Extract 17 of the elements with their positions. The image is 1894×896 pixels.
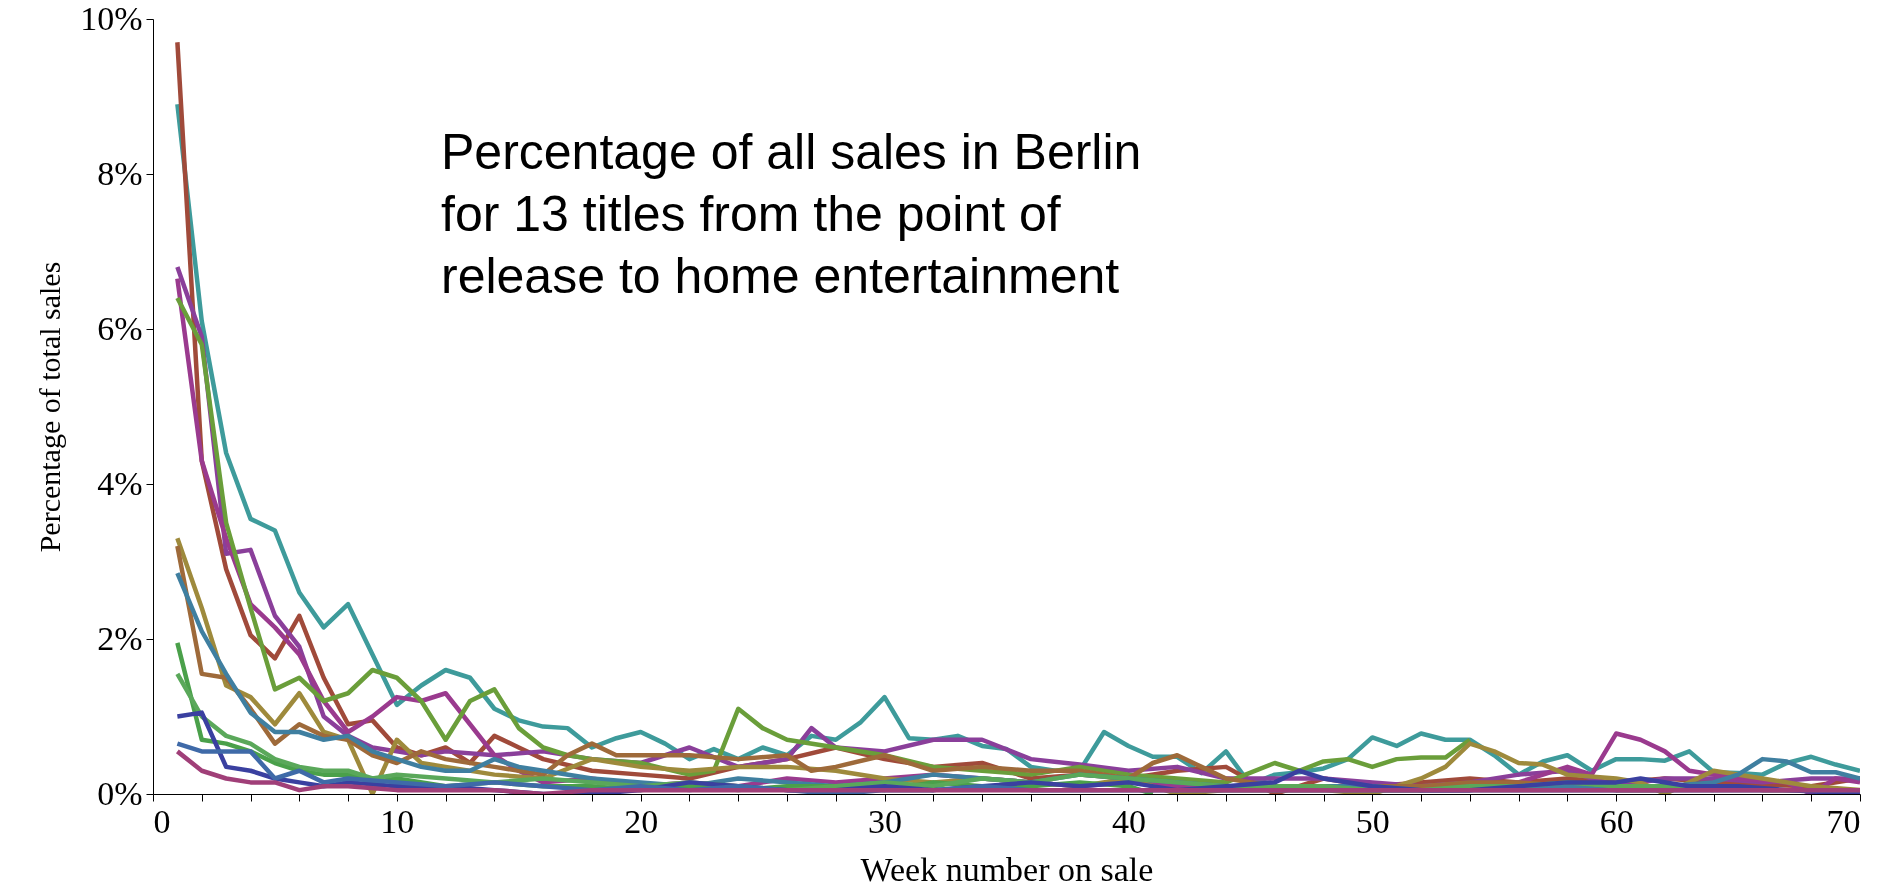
y-axis-title: Percentage of total sales bbox=[33, 261, 67, 553]
x-tick-label: 70 bbox=[1826, 802, 1861, 840]
x-tick-label: 0 bbox=[153, 802, 171, 840]
y-tick-label: 2% bbox=[97, 619, 143, 657]
x-tick-label: 20 bbox=[624, 802, 659, 840]
annotation: Percentage of all sales in Berlin for 13 titles from the point of release to home entertainment bbox=[441, 124, 1142, 304]
y-tick-label: 4% bbox=[97, 464, 143, 502]
x-axis-title: Week number on sale bbox=[860, 850, 1154, 888]
y-tick-label: 8% bbox=[97, 154, 143, 192]
y-tick-label: 6% bbox=[97, 309, 143, 347]
x-tick-label: 30 bbox=[868, 802, 903, 840]
x-tick-label: 40 bbox=[1111, 802, 1146, 840]
x-tick-label: 60 bbox=[1599, 802, 1634, 840]
y-tick-label: 10% bbox=[80, 0, 143, 37]
x-tick-label: 10 bbox=[380, 802, 415, 840]
y-tick-label: 0% bbox=[97, 774, 143, 812]
x-tick-label: 50 bbox=[1355, 802, 1390, 840]
